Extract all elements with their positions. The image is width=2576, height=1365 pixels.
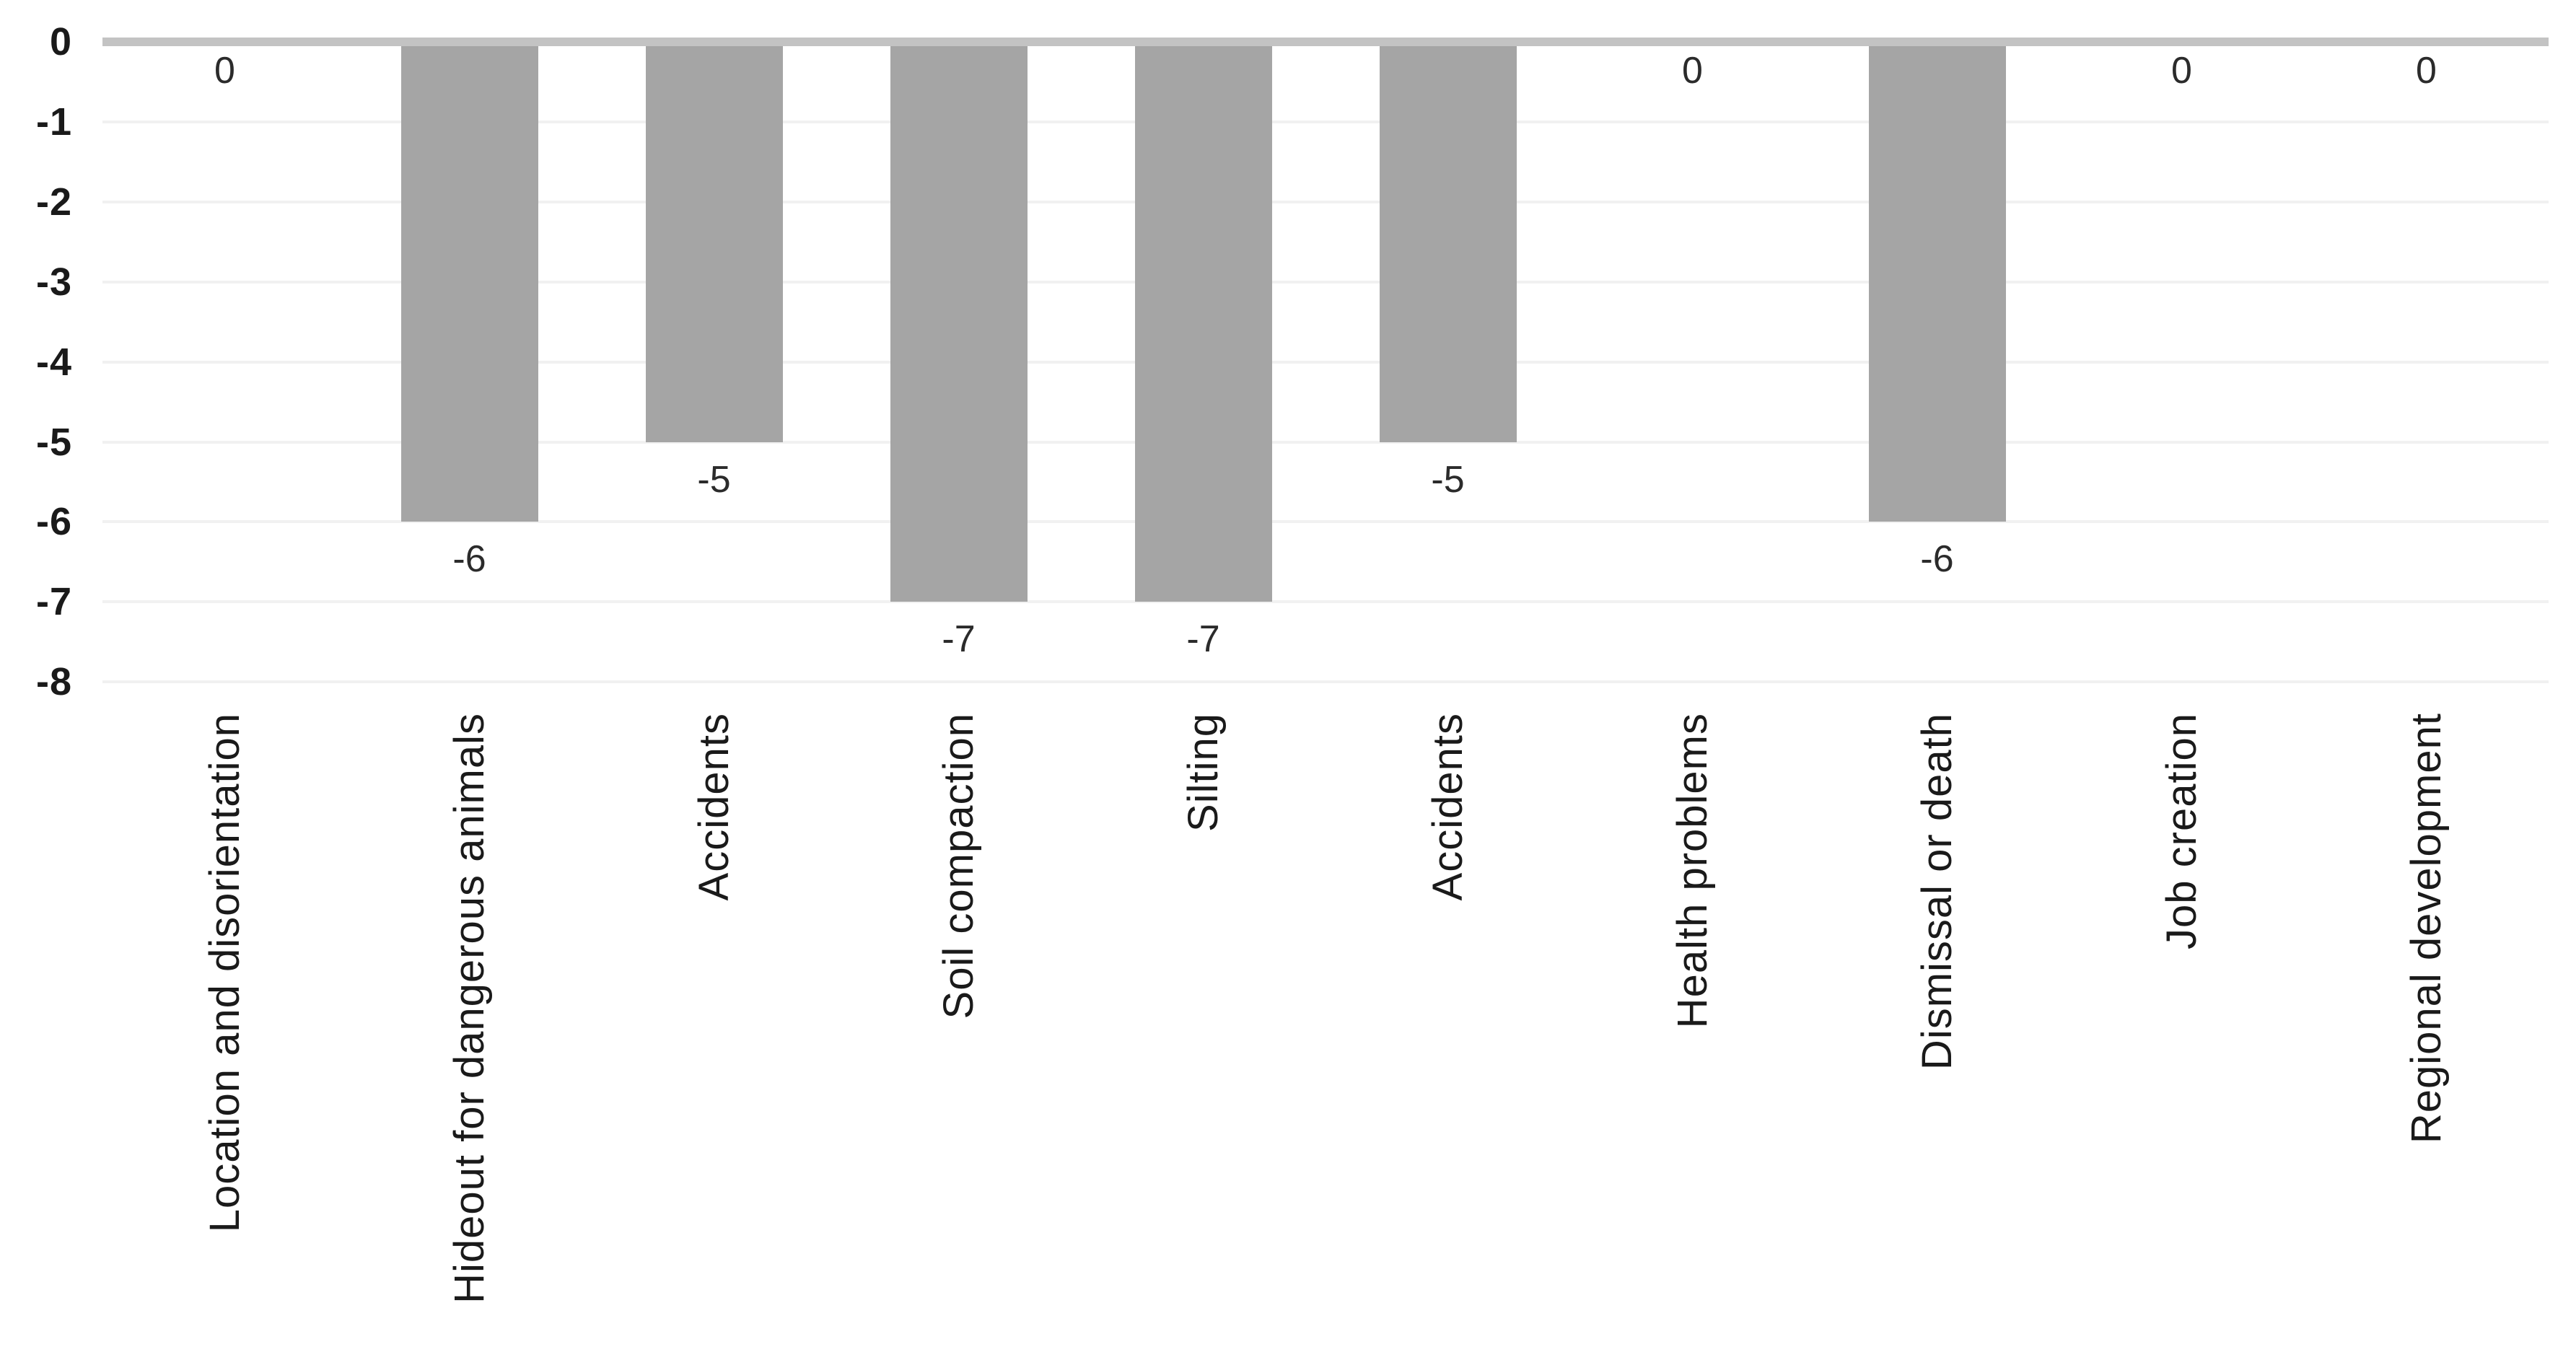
data-label: -6 [452,538,486,581]
gridline [102,440,2549,444]
bar [890,42,1028,602]
gridline [102,200,2549,203]
x-axis-category-cell: Accidents [592,713,836,1362]
y-axis-tick-label: -4 [35,340,72,384]
y-axis-tick-label: -3 [35,260,72,304]
y-axis-tick-label: -1 [35,100,72,144]
data-label: -7 [942,618,976,661]
data-label: 0 [2416,50,2437,92]
gridline [102,120,2549,123]
gridline [102,600,2549,604]
gridline [102,680,2549,684]
x-axis-category-label: Job creation [2157,713,2205,949]
y-axis-tick-label: 0 [49,20,72,63]
x-axis-category-cell: Health problems [1570,713,1815,1362]
gridline [102,360,2549,364]
bar [1868,42,2006,522]
x-axis-category-label: Soil compaction [934,713,982,1019]
x-axis-category-cell: Soil compaction [836,713,1081,1362]
bar [645,42,783,442]
data-label: 0 [2171,50,2192,92]
bar [1134,42,1272,602]
x-axis-category-label: Accidents [690,713,737,901]
x-axis-category-cell: Silting [1081,713,1326,1362]
bar [1379,42,1517,442]
data-label: 0 [214,50,235,92]
y-axis-tick-label: -8 [35,660,72,704]
data-label: 0 [1682,50,1703,92]
x-axis-category-label: Silting [1179,713,1227,832]
x-axis-category-cell: Job creation [2059,713,2304,1362]
y-axis-tick-label: -7 [35,580,72,624]
x-axis-category-label: Hideout for dangerous animals [445,713,493,1304]
x-axis-category-cell: Regional development [2304,713,2549,1362]
x-axis-category-label: Location and disorientation [201,713,248,1233]
x-axis-category-label: Accidents [1424,713,1471,901]
y-axis-tick-label: -5 [35,420,72,464]
gridline [102,520,2549,524]
x-axis-category-cell: Location and disorientation [102,713,347,1362]
data-label: -7 [1186,618,1220,661]
x-axis-category-cell: Hideout for dangerous animals [347,713,592,1362]
y-axis-tick-label: -2 [35,180,72,224]
data-label: -5 [1431,458,1465,501]
data-label: -5 [697,458,731,501]
gridline [102,280,2549,284]
x-axis-category-label: Dismissal or death [1913,713,1961,1071]
x-axis-category-label: Regional development [2402,713,2450,1144]
x-axis-category-cell: Dismissal or death [1815,713,2059,1362]
bar [400,42,538,522]
x-axis-category-label: Health problems [1668,713,1716,1029]
data-label: -6 [1920,538,1954,581]
zero-axis-line [102,38,2549,46]
x-axis-category-cell: Accidents [1326,713,1570,1362]
y-axis-tick-label: -6 [35,500,72,544]
